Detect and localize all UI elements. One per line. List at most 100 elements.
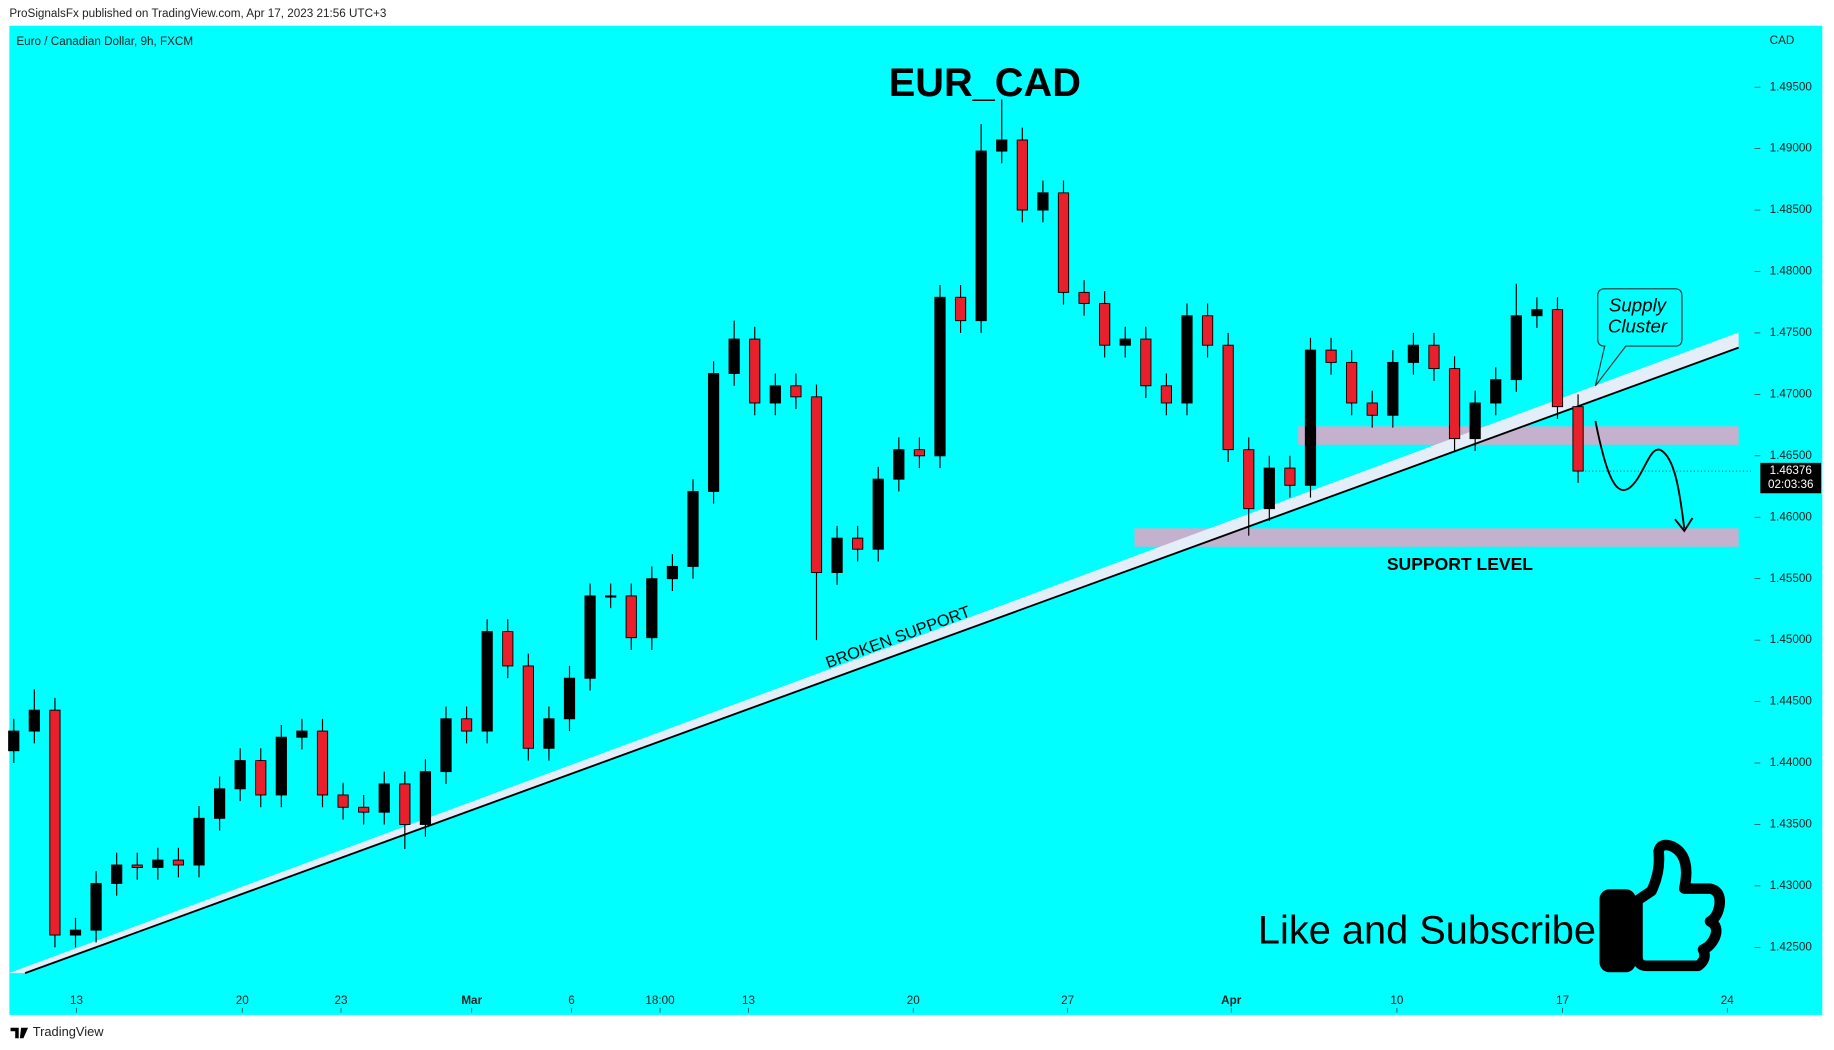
candle-body (749, 338, 761, 404)
x-tick-label: 17 (1556, 994, 1569, 1007)
zone-label: SUPPORT LEVEL (1387, 554, 1533, 574)
projection-arrow (1594, 420, 1686, 529)
candle-body (213, 788, 226, 819)
candle-body (152, 859, 164, 868)
y-tick-label: 1.43000 (1770, 879, 1813, 892)
candle-body (584, 595, 596, 679)
x-tick-label: 27 (1061, 994, 1074, 1007)
candle-body (1263, 467, 1275, 510)
x-tick-label: 18:00 (645, 994, 675, 1007)
candle-body (790, 385, 802, 398)
y-tick-label: 1.44000 (1770, 756, 1813, 769)
callout-text: Cluster (1608, 315, 1668, 336)
candle-body (111, 864, 123, 884)
candle-body (440, 718, 452, 773)
candle-body (687, 490, 699, 567)
candle-body (1140, 338, 1152, 387)
x-tick-label: Apr (1221, 994, 1242, 1007)
x-tick-label: 10 (1390, 994, 1404, 1007)
candle-body (255, 760, 267, 796)
candle-body (954, 296, 967, 322)
thumbs-up-icon (1599, 839, 1726, 973)
candle-body (810, 396, 823, 574)
x-tick-label: 24 (1721, 994, 1735, 1007)
candle-body (131, 864, 143, 868)
candle-body (1407, 344, 1420, 363)
y-tick-label: 1.48000 (1770, 265, 1813, 278)
candle-body (1346, 361, 1358, 404)
candle-body (1284, 467, 1296, 486)
candle-body (769, 385, 781, 404)
candle-body (831, 537, 843, 574)
candle-body (481, 631, 493, 732)
y-tick-label: 1.45000 (1770, 633, 1813, 646)
chart-title: EUR_CAD (889, 61, 1081, 105)
candle-body (522, 665, 534, 749)
candle-body (1304, 349, 1317, 486)
candle-body (893, 449, 905, 480)
candle-body (1490, 379, 1502, 404)
candle-body (1119, 338, 1131, 346)
y-tick-label: 1.47000 (1770, 387, 1813, 400)
candle-body (337, 794, 349, 808)
candle-body (193, 817, 205, 866)
candle-body (975, 150, 987, 322)
candle-body (172, 859, 185, 866)
y-tick-label: 1.46500 (1770, 449, 1813, 462)
candle-body (90, 882, 102, 931)
candle-body (1160, 385, 1173, 404)
candle-body (460, 718, 473, 732)
candle-body (728, 338, 740, 374)
candle-body (1325, 349, 1337, 363)
candle-body (852, 537, 864, 550)
candle-body (605, 595, 617, 598)
candle-body (625, 595, 637, 639)
candle-body (934, 296, 946, 457)
candle-body (1181, 315, 1193, 404)
candle-body (234, 760, 246, 790)
x-tick-label: Mar (461, 994, 482, 1007)
candle-body (275, 736, 287, 796)
candle-body (316, 730, 329, 796)
zone (1134, 528, 1739, 547)
trend-band (8, 332, 1739, 974)
candle-body (872, 478, 884, 550)
symbol: Euro / Canadian Dollar, 9h, FXCM (16, 35, 193, 48)
candle-body (1057, 192, 1070, 293)
x-tick-label: 6 (568, 994, 575, 1007)
x-tick-label: 13 (742, 994, 755, 1007)
plot-bg (9, 25, 1823, 1015)
currency: CAD (1770, 34, 1795, 47)
y-tick-label: 1.47500 (1770, 326, 1813, 339)
callout-text: Supply (1609, 294, 1668, 315)
y-tick-label: 1.44500 (1770, 695, 1813, 708)
candle-body (419, 771, 432, 825)
candle-body (358, 806, 370, 813)
price-tag (1760, 462, 1822, 494)
callout-box (1594, 288, 1683, 387)
candle-body (1572, 406, 1584, 472)
candle-body (1510, 315, 1522, 381)
x-tick-label: 23 (335, 994, 348, 1007)
y-tick-label: 1.46000 (1770, 510, 1813, 523)
x-tick-label: 13 (70, 994, 83, 1007)
x-tick-label: 20 (236, 994, 250, 1007)
candle-body (1016, 139, 1028, 211)
price-tag-value: 1.46376 (1770, 464, 1812, 477)
candle-body (28, 709, 40, 732)
candle-body (996, 139, 1008, 152)
y-tick-label: 1.45500 (1770, 572, 1813, 585)
cta-text: Like and Subscribe (1258, 909, 1596, 953)
candle-body (8, 730, 20, 752)
candle-body (1078, 291, 1090, 304)
candle-body (502, 631, 514, 667)
arrow-head (1674, 517, 1694, 533)
y-tick-label: 1.49500 (1770, 80, 1813, 93)
y-tick-label: 1.49000 (1770, 142, 1813, 155)
y-tick-label: 1.42500 (1770, 940, 1813, 953)
trendline (24, 346, 1739, 975)
candle-body (49, 709, 61, 936)
candle-body (1448, 368, 1461, 440)
footer: TradingView (33, 1024, 104, 1039)
